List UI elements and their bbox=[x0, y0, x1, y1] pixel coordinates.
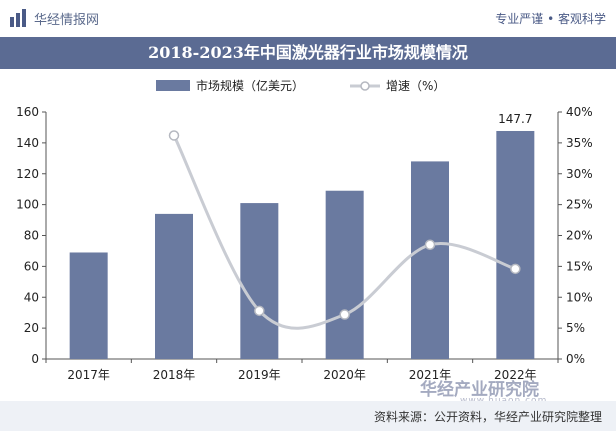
top-bar: 华经情报网 专业严谨 • 客观科学 bbox=[0, 0, 616, 36]
y-tick-right-label: 5% bbox=[566, 321, 585, 335]
y-tick-right-label: 30% bbox=[566, 167, 593, 181]
source-note: 资料来源：公开资料，华经产业研究院整理 bbox=[373, 410, 602, 424]
growth-point bbox=[339, 309, 350, 320]
chart: 0 20 40 60 80 100 120 140 160 0% 5% 10% 15% 20% 25% 30%… bbox=[16, 78, 593, 382]
brand: 华经情报网 bbox=[10, 9, 100, 28]
y-tick-left-label: 120 bbox=[16, 167, 39, 181]
x-tick-label: 2022年 bbox=[494, 368, 537, 382]
legend-bar-label: 市场规模（亿美元） bbox=[196, 78, 304, 93]
bar bbox=[155, 213, 193, 359]
x-tick-label: 2018年 bbox=[153, 368, 196, 382]
bar bbox=[325, 190, 364, 359]
y-tick-left-label: 160 bbox=[16, 105, 39, 119]
title-band: 2018-2023年中国激光器行业市场规模情况 bbox=[0, 37, 616, 69]
bar bbox=[69, 252, 108, 359]
y-tick-left-label: 140 bbox=[16, 136, 39, 150]
footer: 资料来源：公开资料，华经产业研究院整理 bbox=[0, 401, 616, 431]
y-tick-right-label: 25% bbox=[566, 198, 593, 212]
chart-title: 2018-2023年中国激光器行业市场规模情况 bbox=[148, 43, 468, 62]
x-tick-label: 2017年 bbox=[67, 368, 110, 382]
y-tick-right-label: 15% bbox=[566, 259, 593, 273]
legend-bar-swatch bbox=[156, 80, 190, 91]
legend-line-marker bbox=[360, 81, 370, 91]
bar bbox=[411, 161, 449, 359]
y-tick-right-label: 35% bbox=[566, 136, 593, 150]
x-tick-label: 2020年 bbox=[323, 368, 366, 382]
x-tick-label: 2021年 bbox=[409, 368, 452, 382]
brand-name: 华经情报网 bbox=[34, 12, 100, 28]
growth-point bbox=[424, 239, 436, 251]
x-tick-label: 2019年 bbox=[238, 368, 281, 382]
y-tick-left-label: 60 bbox=[24, 259, 39, 273]
y-tick-right-label: 0% bbox=[566, 352, 585, 366]
y-tick-left-label: 100 bbox=[16, 198, 39, 212]
y-tick-right-label: 10% bbox=[566, 290, 593, 304]
y-tick-left-label: 20 bbox=[24, 321, 39, 335]
y-tick-right-label: 20% bbox=[566, 229, 593, 243]
growth-point bbox=[168, 130, 180, 141]
watermark-brand: 华经产业研究院 bbox=[420, 380, 539, 400]
bar-chart-icon bbox=[10, 9, 28, 27]
growth-point bbox=[510, 263, 521, 275]
bar-data-label: 147.7 bbox=[498, 112, 532, 126]
bar bbox=[240, 203, 279, 359]
y-tick-left-label: 80 bbox=[24, 229, 39, 243]
y-tick-left-label: 40 bbox=[24, 290, 39, 304]
y-tick-right-label: 40% bbox=[566, 105, 593, 119]
growth-line bbox=[172, 134, 516, 330]
legend-line-label: 增速（%） bbox=[386, 79, 445, 93]
bar bbox=[496, 130, 535, 359]
y-tick-left-label: 0 bbox=[31, 352, 39, 366]
slogan: 专业严谨 • 客观科学 bbox=[495, 12, 606, 26]
growth-point bbox=[254, 305, 265, 317]
